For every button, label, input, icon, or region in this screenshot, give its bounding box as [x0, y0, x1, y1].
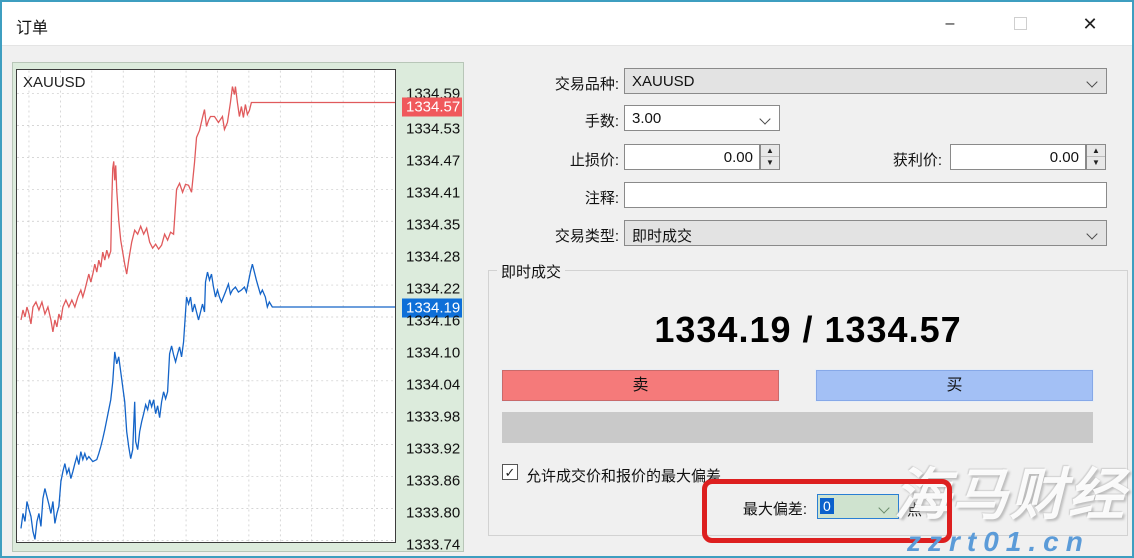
volume-value: 3.00	[632, 110, 662, 127]
price-scale-label: 1334.10	[406, 344, 461, 362]
disabled-bar	[502, 412, 1093, 443]
comment-input[interactable]	[624, 182, 1107, 208]
stoploss-value: 0.00	[723, 149, 753, 166]
symbol-value: XAUUSD	[632, 73, 695, 90]
volume-combobox[interactable]: 3.00	[624, 105, 780, 131]
tick-chart-svg	[17, 70, 395, 542]
bid-line	[20, 263, 395, 540]
trade-type-label: 交易类型:	[554, 228, 619, 245]
sell-button[interactable]: 卖	[502, 370, 779, 401]
stoploss-spinner[interactable]: ▲ ▼	[760, 144, 780, 170]
red-highlight-annotation	[702, 479, 952, 543]
groupbox-title: 即时成交	[497, 261, 566, 282]
tick-chart: XAUUSD	[16, 69, 396, 543]
ask-line	[20, 86, 395, 333]
price-scale-label: 1334.28	[406, 248, 461, 266]
max-deviation-unit: 点	[907, 502, 923, 519]
max-deviation-value: 0	[820, 498, 834, 514]
window-title: 订单	[16, 20, 49, 37]
close-button[interactable]: ✕	[1082, 14, 1098, 34]
price-scale-label: 1334.41	[406, 184, 461, 202]
chevron-down-icon	[1088, 228, 1098, 238]
price-scale-label: 1333.92	[406, 440, 461, 458]
price-scale-label: 1334.53	[406, 120, 461, 138]
takeprofit-input[interactable]: 0.00	[950, 144, 1086, 170]
instant-execution-group: 即时成交 1334.19 / 1334.57 卖 买 ✓ 允许成交价和报价的最大…	[488, 261, 1128, 536]
symbol-combobox[interactable]: XAUUSD	[624, 68, 1107, 94]
maximize-button	[1000, 10, 1040, 38]
price-scale: 1334.59 1334.57 1334.53 1334.47 1334.41 1334.…	[399, 63, 465, 554]
symbol-label: 交易品种:	[554, 76, 619, 93]
spin-up-icon[interactable]: ▲	[1087, 145, 1105, 157]
title-bar: 订单 – ✕	[2, 2, 1132, 46]
chevron-down-icon	[761, 113, 771, 123]
deviation-checkbox[interactable]: ✓	[502, 464, 518, 480]
stoploss-label: 止损价:	[569, 152, 619, 169]
trade-type-value: 即时成交	[632, 228, 693, 245]
price-scale-label: 1333.86	[406, 472, 461, 490]
takeprofit-value: 0.00	[1049, 149, 1079, 166]
price-scale-label: 1334.16	[406, 312, 461, 330]
spin-down-icon[interactable]: ▼	[766, 158, 774, 167]
ask-price-tag: 1334.57	[402, 97, 462, 117]
trade-type-combobox[interactable]: 即时成交	[624, 220, 1107, 246]
stoploss-input[interactable]: 0.00	[624, 144, 760, 170]
bid-ask-quote: 1334.19 / 1334.57	[654, 309, 962, 350]
tick-chart-panel: XAUUSD 1334.59 1334.57 1334.53 1334.47 1334.…	[12, 62, 465, 554]
price-scale-label: 1334.22	[406, 280, 461, 298]
deviation-checkbox-label: 允许成交价和报价的最大偏差	[526, 468, 722, 485]
price-scale-label: 1333.98	[406, 408, 461, 426]
comment-label: 注释:	[584, 190, 619, 207]
volume-label: 手数:	[584, 113, 619, 130]
minimize-button[interactable]: –	[945, 15, 955, 32]
chart-symbol-label: XAUUSD	[23, 74, 86, 91]
price-scale-label: 1333.74	[406, 536, 461, 554]
spin-up-icon[interactable]: ▲	[761, 145, 779, 157]
takeprofit-label: 获利价:	[892, 152, 942, 169]
chevron-down-icon	[1088, 76, 1098, 86]
max-deviation-combobox[interactable]: 0	[817, 494, 899, 519]
price-scale-label: 1334.04	[406, 376, 461, 394]
price-scale-label: 1334.47	[406, 152, 461, 170]
maximize-icon	[1013, 17, 1027, 30]
spin-down-icon[interactable]: ▼	[1092, 158, 1100, 167]
max-deviation-label: 最大偏差:	[742, 501, 807, 518]
buy-button[interactable]: 买	[816, 370, 1093, 401]
takeprofit-spinner[interactable]: ▲ ▼	[1086, 144, 1106, 170]
price-scale-label: 1334.35	[406, 216, 461, 234]
price-scale-label: 1333.80	[406, 504, 461, 522]
bid-price-tag: 1334.19	[402, 298, 462, 318]
